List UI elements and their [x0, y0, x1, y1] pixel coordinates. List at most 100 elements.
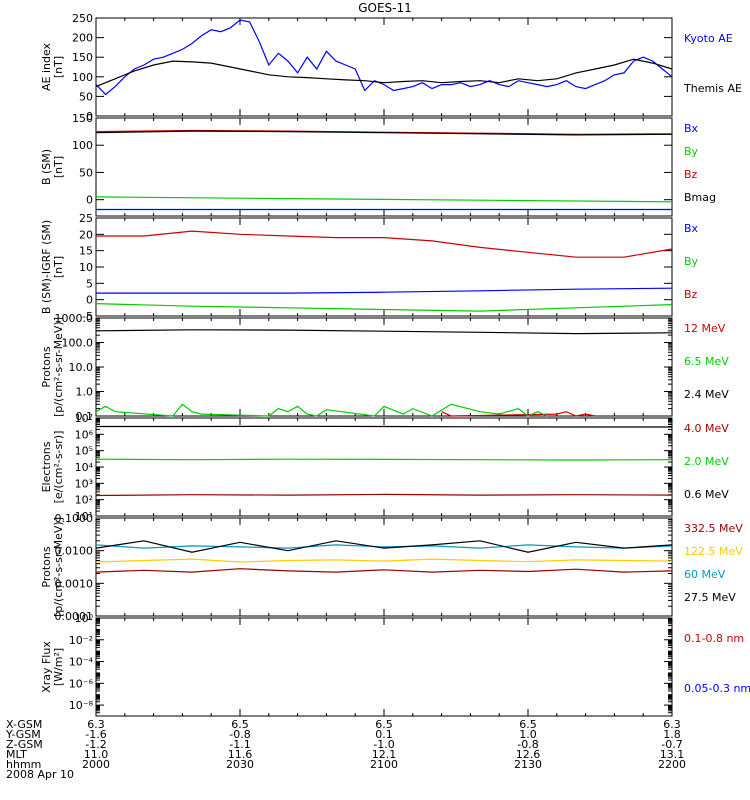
y-tick-label: 150: [72, 112, 93, 125]
series-line-1: [95, 568, 673, 573]
x-row-value: 2000: [82, 758, 110, 771]
x-row-value: 11.6: [228, 748, 253, 761]
x-row-value: 6.3: [87, 718, 105, 731]
x-row-value: -0.7: [661, 738, 682, 751]
legend-entry: Themis AE: [683, 82, 742, 95]
x-row-value: 2200: [658, 758, 686, 771]
panel-1: 0 50 100 150 200 250 AE index[nT] Kyoto AE Themi…: [40, 12, 742, 123]
panel-frame: [95, 317, 673, 417]
legend-entry: Bmag: [684, 191, 716, 204]
x-row-value: -0.8: [229, 728, 250, 741]
series-line-2: [95, 58, 673, 88]
series-line-1: [95, 493, 673, 497]
panel-frame: [95, 517, 673, 617]
y-axis-label-line: B (SM)-IGRF (SM): [40, 220, 53, 314]
y-axis-label-line: [p/(cm²-s-sr-MeV)]: [52, 317, 65, 417]
y-tick-label: 100: [72, 139, 93, 152]
y-tick-label: 10²: [75, 494, 93, 507]
series-line-2: [95, 196, 673, 203]
y-axis-label: AE index[nT]: [40, 42, 65, 91]
series-line-2: [95, 558, 673, 563]
x-row-value: -1.6: [85, 728, 106, 741]
series-line-3: [96, 425, 672, 428]
panel-frame: [95, 17, 673, 117]
y-tick-label: 1000.0: [55, 312, 94, 325]
x-row-value: 1.0: [519, 728, 537, 741]
y-tick-label: 10³: [75, 477, 93, 490]
date-label: 2008 Apr 10: [6, 768, 74, 781]
series-line-2: [95, 303, 673, 312]
series-line-3: [95, 544, 673, 549]
legend-entry: 27.5 MeV: [684, 591, 736, 604]
y-tick-label: 10⁶: [75, 428, 94, 441]
legend-entry: 332.5 MeV: [684, 522, 743, 535]
y-tick-label: 100.0: [62, 337, 94, 350]
y-tick-label: 0: [86, 110, 93, 123]
series-line-1: [95, 19, 673, 96]
y-axis-label-line: Protons: [40, 346, 53, 387]
series-line-4: [95, 130, 673, 136]
x-row-value: 6.5: [519, 718, 537, 731]
y-tick-label: 200: [72, 32, 93, 45]
legend-entry: 0.1-0.8 nm: [684, 632, 744, 645]
y-axis-label-line: AE index: [40, 42, 53, 91]
panel-3: -5 0 5 10 15 20 25 B (SM)-IGRF (SM)[nT] Bx By Bz: [40, 212, 699, 323]
panel-5: 10¹ 10² 10³ 10⁴ 10⁵ 10⁶ 10⁷ Electrons[e/(cm²-s-…: [40, 412, 729, 523]
x-row-value: 0.1: [375, 728, 393, 741]
x-row-value: 2100: [370, 758, 398, 771]
x-row-value: 1.8: [663, 728, 681, 741]
legend-entry: 6.5 MeV: [684, 355, 729, 368]
x-row-value: 13.1: [660, 748, 685, 761]
series-line-1: [96, 287, 673, 294]
x-row-label: MLT: [6, 748, 27, 761]
y-axis-label-line: [nT]: [52, 56, 65, 78]
legend-entry: Bx: [684, 222, 699, 235]
y-tick-label: 20: [79, 228, 93, 241]
figure-title: GOES-11: [358, 1, 412, 15]
y-tick-label: 10⁷: [75, 412, 93, 425]
legend-entry: Kyoto AE: [684, 32, 733, 45]
y-axis-label: B (SM)-IGRF (SM)[nT]: [40, 220, 65, 314]
x-row-value: 2030: [226, 758, 254, 771]
legend-entry: 2.0 MeV: [684, 455, 729, 468]
legend-entry: 2.4 MeV: [684, 388, 729, 401]
y-tick-label: 0: [86, 294, 93, 307]
y-tick-label: 0.0001: [55, 610, 94, 623]
legend-entry: 60 MeV: [684, 568, 726, 581]
x-row-label: X-GSM: [6, 718, 42, 731]
y-axis-label-line: [e/(cm²-s-sr)]: [52, 431, 65, 504]
y-tick-label: 10⁻⁸: [69, 699, 94, 712]
y-axis-label-line: Xray Flux: [40, 641, 53, 693]
series-line-2: [95, 403, 548, 417]
y-tick-label: 0: [86, 194, 93, 207]
y-axis-label-line: B (SM): [40, 149, 53, 185]
panel-frame: [95, 417, 673, 517]
y-tick-label: 0.1000: [55, 512, 94, 525]
y-tick-label: 100: [72, 71, 93, 84]
x-row-label: Z-GSM: [6, 738, 43, 751]
x-row-value: 11.0: [84, 748, 109, 761]
x-row-value: 6.5: [375, 718, 393, 731]
x-row-value: -1.0: [373, 738, 394, 751]
x-axis-labels: X-GSM 6.3 6.5 6.5 6.5 6.3 Y-GSM -1.6 -0.8 0.1 1.0 1…: [5, 718, 686, 781]
y-axis-label-line: [nT]: [52, 156, 65, 178]
legend-entry: Bz: [684, 168, 698, 181]
y-tick-label: 0.1: [76, 410, 94, 423]
y-tick-label: 150: [72, 51, 93, 64]
y-tick-label: 10: [79, 261, 93, 274]
panel-4: 0.11.010.0100.01000.0Protons[p/(cm²-s-sr…: [40, 312, 729, 423]
x-row-value: 6.3: [663, 718, 681, 731]
y-tick-label: 10⁵: [75, 445, 93, 458]
y-tick-label: 250: [72, 12, 93, 25]
y-tick-label: 0.0010: [55, 577, 94, 590]
y-tick-label: 10⁻⁴: [69, 656, 94, 669]
y-axis-label: Protons[p/(cm²-s-sr-MeV)]: [40, 517, 65, 617]
legend-entry: 0.6 MeV: [684, 488, 729, 501]
y-axis-label-line: Protons: [40, 546, 53, 587]
y-tick-label: 0.0100: [55, 545, 94, 558]
y-axis-label-line: [W/m²]: [52, 648, 65, 686]
panel-6: 0.0001 0.0010 0.0100 0.1000Protons[p/(cm²-s…: [40, 512, 743, 623]
y-axis-label: Electrons[e/(cm²-s-sr)]: [40, 431, 65, 504]
x-row-value: 12.6: [516, 748, 541, 761]
legend-entry: By: [684, 145, 699, 158]
